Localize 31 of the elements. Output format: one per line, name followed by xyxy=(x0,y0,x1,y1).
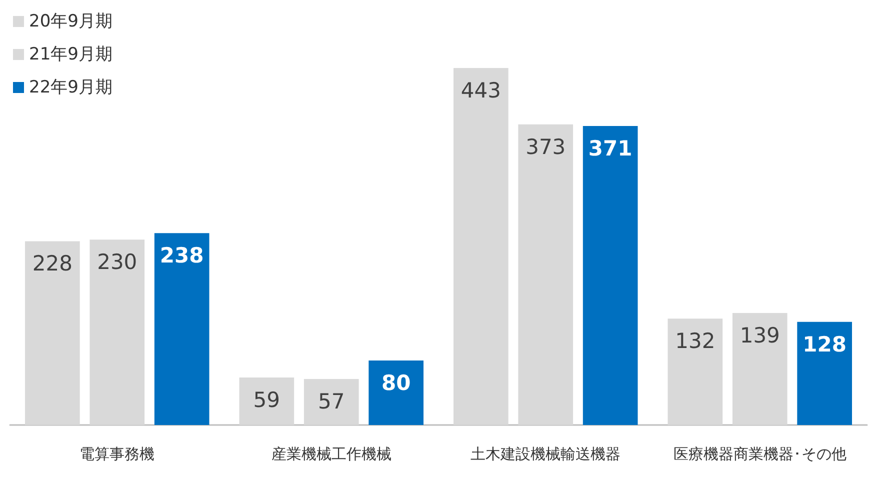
data-label: 57 xyxy=(318,390,345,414)
bar xyxy=(454,68,508,425)
x-tick-label: 産業機械工作機械 xyxy=(271,445,392,463)
data-label: 128 xyxy=(802,332,847,356)
bar xyxy=(518,124,574,425)
data-label: 230 xyxy=(97,250,138,274)
bar xyxy=(582,126,638,425)
data-label: 443 xyxy=(460,78,501,102)
data-label: 132 xyxy=(675,329,716,354)
data-label: 238 xyxy=(160,244,204,268)
bar xyxy=(239,377,294,425)
bar xyxy=(304,379,359,425)
data-label: 139 xyxy=(740,323,780,348)
data-label: 228 xyxy=(32,252,72,276)
bar xyxy=(368,360,424,425)
legend-label: 21年9月期 xyxy=(29,44,112,64)
data-label: 371 xyxy=(588,136,632,160)
legend-label: 20年9月期 xyxy=(29,12,112,32)
x-tick-label: 土木建設機械輸送機器 xyxy=(470,445,621,463)
data-label: 80 xyxy=(381,371,411,396)
data-label: 59 xyxy=(253,388,280,412)
bar xyxy=(797,322,852,425)
bar xyxy=(25,241,80,425)
bar xyxy=(154,233,210,425)
bar xyxy=(668,318,723,425)
x-tick-label: 医療機器商業機器･その他 xyxy=(673,445,846,463)
bar xyxy=(732,312,788,425)
x-tick-label: 電算事務機 xyxy=(80,445,155,463)
bar xyxy=(90,240,145,425)
data-label: 373 xyxy=(526,134,566,159)
legend-label: 22年9月期 xyxy=(29,78,112,98)
